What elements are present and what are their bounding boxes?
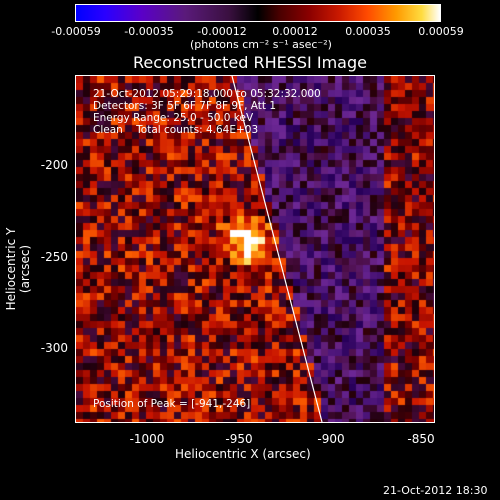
x-tick: -900 — [317, 432, 345, 446]
y-tick: -250 — [40, 250, 68, 264]
info-detectors: Detectors: 3F 5F 6F 7F 8F 9F, Att 1 — [93, 100, 277, 112]
colorbar-tick: 0.00035 — [345, 25, 391, 38]
info-clean: Clean Total counts: 4.64E+03 — [93, 124, 259, 136]
colorbar-tick: -0.00012 — [197, 25, 247, 38]
colorbar-tick: 0.00012 — [272, 25, 318, 38]
y-tick: -300 — [40, 341, 68, 355]
info-peak: Position of Peak = [-941,-246] — [93, 398, 251, 410]
image-canvas — [76, 76, 434, 422]
colorbar-units: (photons cm⁻² s⁻¹ asec⁻²) — [190, 38, 332, 51]
colorbar-tick: -0.00035 — [124, 25, 174, 38]
colorbar-tick: -0.00059 — [51, 25, 101, 38]
timestamp: 21-Oct-2012 18:30 — [383, 484, 488, 497]
colorbar-tick: 0.00059 — [418, 25, 464, 38]
colorbar — [75, 4, 441, 22]
info-energy: Energy Range: 25.0 - 50.0 keV — [93, 112, 254, 124]
rhessi-image — [75, 75, 435, 423]
x-tick: -850 — [407, 432, 435, 446]
y-tick: -200 — [40, 158, 68, 172]
limb-line — [231, 76, 323, 422]
y-axis-label: Heliocentric Y (arcsec) — [4, 227, 32, 311]
info-time: 21-Oct-2012 05:29:18.000 to 05:32:32.000 — [93, 88, 321, 100]
x-tick: -950 — [225, 432, 253, 446]
x-tick: -1000 — [129, 432, 165, 446]
x-axis-label: Heliocentric X (arcsec) — [175, 447, 311, 461]
image-title: Reconstructed RHESSI Image — [133, 53, 367, 72]
